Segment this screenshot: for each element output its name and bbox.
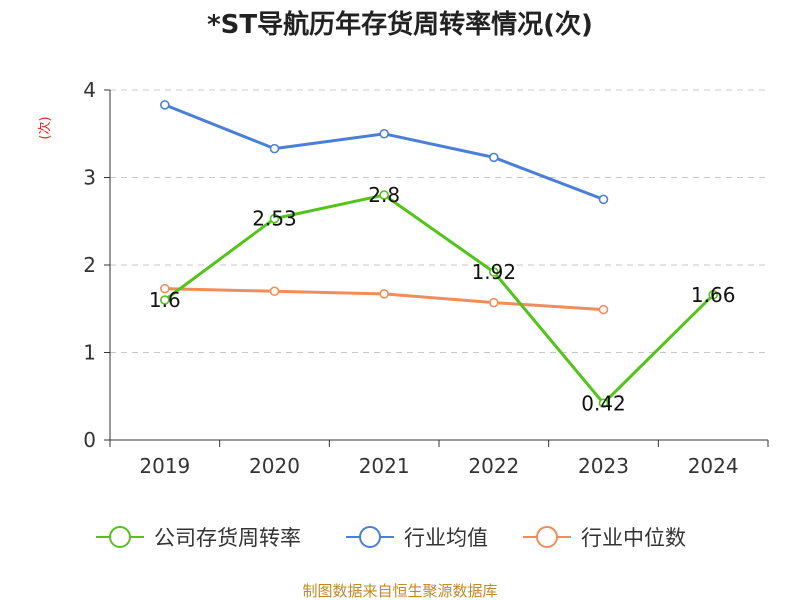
series-point-0-2019 xyxy=(160,295,170,305)
legend-item-1: 行业均值 xyxy=(346,526,488,550)
series-point-0-2021 xyxy=(379,190,389,200)
series-point-2-2020 xyxy=(269,286,280,297)
series-point-0-2024 xyxy=(708,289,718,300)
series-2 xyxy=(160,283,609,315)
x-tick-label-2023: 2023 xyxy=(578,454,629,478)
data-label-2021: 2.8 xyxy=(368,183,400,207)
axes: 0 1 2 3 4 2019 2020 2021 2022 2023 2024 xyxy=(83,78,769,478)
y-tick-label-2: 2 xyxy=(83,253,96,277)
series-point-1-2019 xyxy=(160,100,170,110)
data-label-2020: 2.53 xyxy=(252,207,297,231)
series-0 xyxy=(160,190,718,409)
legend-label-2: 行业中位数 xyxy=(581,526,686,550)
series-point-2-2019 xyxy=(160,283,170,294)
data-label-2022: 1.92 xyxy=(472,260,517,284)
x-tick-label-2019: 2019 xyxy=(139,454,190,478)
series-point-0-2022 xyxy=(489,267,499,277)
legend-label-0: 公司存货周转率 xyxy=(154,526,301,550)
y-tick-label-4: 4 xyxy=(83,78,96,102)
series-point-1-2023 xyxy=(598,194,609,205)
series-point-2-2021 xyxy=(379,289,389,299)
x-tick-label-2021: 2021 xyxy=(359,454,410,478)
legend: 公司存货周转率 行业均值 行业中位数 xyxy=(96,526,686,550)
x-tick-label-2022: 2022 xyxy=(468,454,519,478)
grid-lines xyxy=(110,89,768,353)
legend-marker-0 xyxy=(109,526,131,548)
series-point-1-2020 xyxy=(269,143,280,154)
series-line-0 xyxy=(163,193,715,405)
y-tick-label-0: 0 xyxy=(83,428,96,452)
series-point-1-2021 xyxy=(379,128,389,139)
y-tick-label-1: 1 xyxy=(83,341,96,365)
series-point-0-2023 xyxy=(598,398,609,409)
legend-item-2: 行业中位数 xyxy=(523,526,686,550)
data-labels: 1.6 2.53 2.8 1.92 0.42 1.66 xyxy=(149,183,736,415)
legend-marker-1 xyxy=(359,526,381,548)
y-axis-label: (次) xyxy=(37,116,53,139)
data-source-note: 制图数据来自恒生聚源数据库 xyxy=(302,582,497,600)
series-lines xyxy=(160,100,718,409)
series-point-0-2020 xyxy=(269,213,280,224)
series-point-1-2022 xyxy=(489,152,499,163)
chart-title: *ST导航历年存货周转率情况(次) xyxy=(207,9,593,40)
x-tick-label-2020: 2020 xyxy=(249,454,300,478)
legend-marker-2 xyxy=(536,526,558,548)
y-tick-label-3: 3 xyxy=(83,166,96,190)
series-point-2-2022 xyxy=(489,297,499,308)
legend-label-1: 行业均值 xyxy=(404,526,488,550)
data-label-2019: 1.6 xyxy=(149,288,181,312)
x-tick-label-2024: 2024 xyxy=(688,454,739,478)
data-label-2023: 0.42 xyxy=(581,391,626,415)
series-point-2-2023 xyxy=(598,304,609,315)
data-label-2024: 1.66 xyxy=(691,283,736,307)
legend-item-0: 公司存货周转率 xyxy=(96,526,301,550)
series-1 xyxy=(160,100,609,205)
